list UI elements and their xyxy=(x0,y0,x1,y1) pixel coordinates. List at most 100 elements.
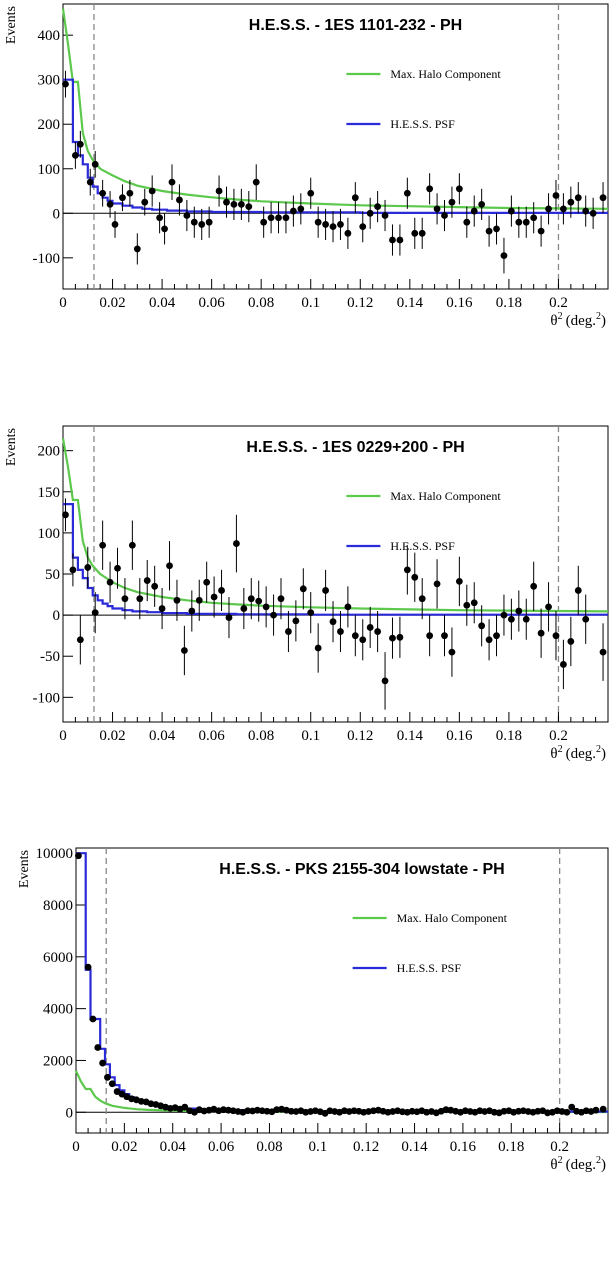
data-point xyxy=(91,160,99,168)
data-point xyxy=(366,209,374,217)
data-point xyxy=(69,566,77,574)
x-tick-label: 0 xyxy=(72,1139,80,1155)
data-point xyxy=(374,203,382,211)
data-point xyxy=(190,218,198,226)
y-tick-label: 200 xyxy=(38,117,61,133)
chart-title: H.E.S.S. - 1ES 1101-232 - PH xyxy=(249,17,462,34)
data-point xyxy=(156,214,164,222)
y-tick-label: 150 xyxy=(38,485,61,501)
x-tick-label: 0.18 xyxy=(498,1139,524,1155)
legend-label-2: H.E.S.S. PSF xyxy=(390,117,455,131)
y-tick-label: 4000 xyxy=(43,1002,73,1018)
data-point xyxy=(599,1105,607,1113)
data-point xyxy=(337,628,344,635)
data-point xyxy=(537,227,545,235)
data-point xyxy=(418,229,426,237)
data-point xyxy=(463,218,471,226)
y-tick-label: 8000 xyxy=(43,898,73,914)
y-tick-label: 0 xyxy=(53,608,61,624)
x-tick-label: 0.18 xyxy=(496,728,522,744)
y-tick-label: 100 xyxy=(38,526,61,542)
data-point xyxy=(537,629,545,637)
data-point xyxy=(121,595,129,603)
data-point xyxy=(168,178,176,186)
chart-svg-1: 0 0.02 0.04 0.06 0.08 0.1 0.12 0.14 0.16 0.18 0.2 -… xyxy=(4,3,609,329)
x-tick-label: 0.02 xyxy=(111,1139,137,1155)
y-tick-label: -100 xyxy=(33,251,61,267)
data-point xyxy=(260,218,268,226)
data-point xyxy=(507,207,515,215)
data-point xyxy=(128,541,136,549)
x-tick-label: 0.06 xyxy=(199,295,226,311)
legend-label-2: H.E.S.S. PSF xyxy=(390,539,455,553)
data-point xyxy=(366,624,374,631)
x-tick-label: 0.2 xyxy=(549,295,568,311)
data-point xyxy=(255,597,263,605)
x-axis-label: θ2 (deg.2) xyxy=(550,1155,606,1173)
x-tick-label: 0.06 xyxy=(199,728,226,744)
data-point xyxy=(359,223,367,231)
y-axis-label: Events xyxy=(17,850,32,888)
data-point xyxy=(515,607,523,615)
data-point xyxy=(448,648,456,656)
y-tick-label: 100 xyxy=(38,162,61,178)
data-point xyxy=(151,582,159,590)
data-point xyxy=(426,632,434,640)
x-axis-label-part: ) xyxy=(601,313,606,329)
x-axis-label-part: θ xyxy=(550,746,557,762)
data-point xyxy=(223,198,230,206)
x-tick-label: 0.08 xyxy=(248,728,274,744)
data-point xyxy=(215,187,223,195)
data-point xyxy=(297,205,305,213)
y-tick-label: 2000 xyxy=(43,1053,73,1069)
data-point xyxy=(545,603,552,611)
x-tick-label: 0.18 xyxy=(496,295,522,311)
data-point xyxy=(99,541,107,549)
data-point xyxy=(322,587,329,594)
chart-title: H.E.S.S. - PKS 2155-304 lowstate - PH xyxy=(219,861,504,878)
data-point xyxy=(522,615,530,623)
x-axis-label: θ2 (deg.2) xyxy=(550,744,606,762)
x-tick-label: 0.1 xyxy=(301,728,320,744)
x-axis-label-part: 2 xyxy=(596,1155,601,1166)
x-tick-label: 0.14 xyxy=(397,728,424,744)
data-point xyxy=(374,628,382,635)
y-tick-label: 10000 xyxy=(36,846,74,862)
data-point xyxy=(240,605,248,612)
data-point xyxy=(359,636,367,644)
chart-svg-2: 0 0.02 0.04 0.06 0.08 0.1 0.12 0.14 0.16 0.18 0.2 -… xyxy=(4,425,609,762)
data-point xyxy=(507,615,515,623)
x-tick-label: 0.1 xyxy=(308,1139,327,1155)
data-point xyxy=(108,1080,116,1088)
y-tick-label: 6000 xyxy=(43,950,73,966)
data-point xyxy=(161,225,168,233)
data-point xyxy=(141,198,149,206)
data-point xyxy=(99,1059,106,1067)
data-point xyxy=(500,252,508,260)
data-point xyxy=(411,573,419,581)
data-point xyxy=(599,194,607,202)
x-tick-label: 0.1 xyxy=(301,295,320,311)
data-point xyxy=(344,229,352,237)
data-point xyxy=(568,1103,576,1111)
data-point xyxy=(351,632,359,640)
series-line-1 xyxy=(61,438,609,613)
data-point xyxy=(114,564,121,572)
x-tick-label: 0.2 xyxy=(550,1139,569,1155)
data-point xyxy=(158,605,166,612)
x-tick-label: 0 xyxy=(59,295,67,311)
data-point xyxy=(282,214,290,222)
data-point xyxy=(478,200,486,208)
data-point xyxy=(75,852,82,860)
data-point xyxy=(166,562,173,570)
data-point xyxy=(126,189,134,197)
data-point xyxy=(233,540,240,547)
x-tick-label: 0.16 xyxy=(450,1139,477,1155)
data-point xyxy=(403,189,411,197)
y-tick-label: 0 xyxy=(66,1105,74,1121)
data-point xyxy=(299,585,307,593)
data-point xyxy=(143,577,151,584)
legend-label-1: Max. Halo Component xyxy=(390,489,501,503)
data-point xyxy=(180,647,188,654)
data-point xyxy=(119,194,126,202)
